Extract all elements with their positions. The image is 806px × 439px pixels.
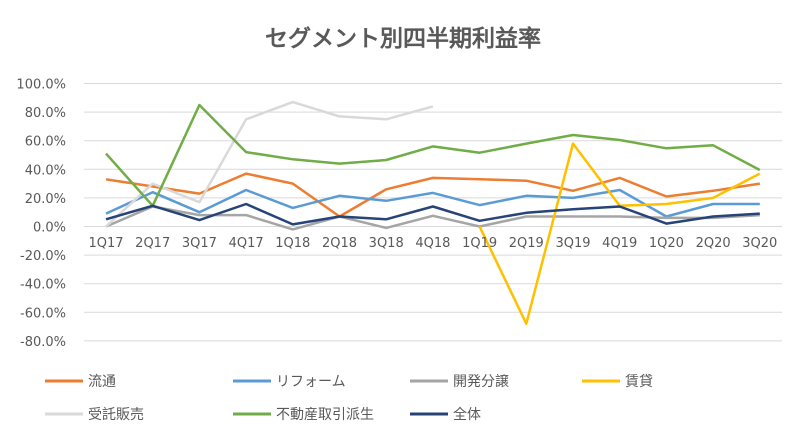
series-line-1 bbox=[105, 188, 760, 218]
x-tick-label: 3Q17 bbox=[182, 236, 217, 251]
x-tick-label: 3Q19 bbox=[555, 236, 590, 251]
y-tick-label: 0.0% bbox=[33, 221, 66, 236]
legend-label: 受託販売 bbox=[88, 407, 144, 423]
legend-label: 流通 bbox=[88, 374, 116, 390]
x-tick-label: 2Q19 bbox=[509, 236, 544, 251]
y-tick-label: -60.0% bbox=[20, 306, 66, 321]
gridlines bbox=[84, 83, 782, 342]
series-line-6 bbox=[105, 202, 760, 226]
x-tick-label: 2Q20 bbox=[696, 236, 731, 251]
x-tick-label: 1Q18 bbox=[275, 236, 310, 251]
y-tick-label: 20.0% bbox=[25, 192, 66, 207]
y-tick-label: 60.0% bbox=[25, 135, 66, 150]
x-tick-label: 1Q19 bbox=[462, 236, 497, 251]
chart-title: セグメント別四半期利益率 bbox=[265, 25, 541, 52]
y-tick-label: 40.0% bbox=[25, 163, 66, 178]
x-tick-label: 2Q17 bbox=[135, 236, 170, 251]
series-lines bbox=[105, 100, 761, 325]
legend-label: 開発分譲 bbox=[453, 374, 509, 390]
x-tick-label: 3Q18 bbox=[369, 236, 404, 251]
legend-label: 全体 bbox=[453, 406, 481, 423]
series-line-3 bbox=[478, 142, 761, 325]
x-tick-label: 3Q20 bbox=[742, 236, 777, 251]
y-tick-label: 100.0% bbox=[16, 78, 66, 93]
y-axis-ticks: 100.0% 80.0% 60.0% 40.0% 20.0% 0.0% -20.0% -40.… bbox=[16, 78, 66, 350]
x-tick-label: 1Q20 bbox=[649, 236, 684, 251]
series-line-5 bbox=[105, 103, 761, 208]
legend-label: 不動産取引派生 bbox=[276, 407, 374, 423]
x-tick-label: 2Q18 bbox=[322, 236, 357, 251]
y-tick-label: -20.0% bbox=[20, 249, 66, 264]
x-tick-label: 4Q19 bbox=[602, 236, 637, 251]
x-axis-ticks: 1Q17 2Q17 3Q17 4Q17 1Q18 2Q18 3Q18 4Q18 1Q19 2Q19… bbox=[88, 236, 777, 251]
y-tick-label: -80.0% bbox=[20, 335, 66, 350]
series-line-0 bbox=[105, 172, 760, 218]
y-tick-label: 80.0% bbox=[25, 106, 66, 121]
legend-label: 賃貸 bbox=[625, 374, 653, 390]
x-tick-label: 4Q18 bbox=[415, 236, 450, 251]
y-tick-label: -40.0% bbox=[20, 278, 66, 293]
x-tick-label: 4Q17 bbox=[229, 236, 264, 251]
x-tick-label: 1Q17 bbox=[88, 236, 123, 251]
legend-label: リフォーム bbox=[276, 374, 346, 390]
